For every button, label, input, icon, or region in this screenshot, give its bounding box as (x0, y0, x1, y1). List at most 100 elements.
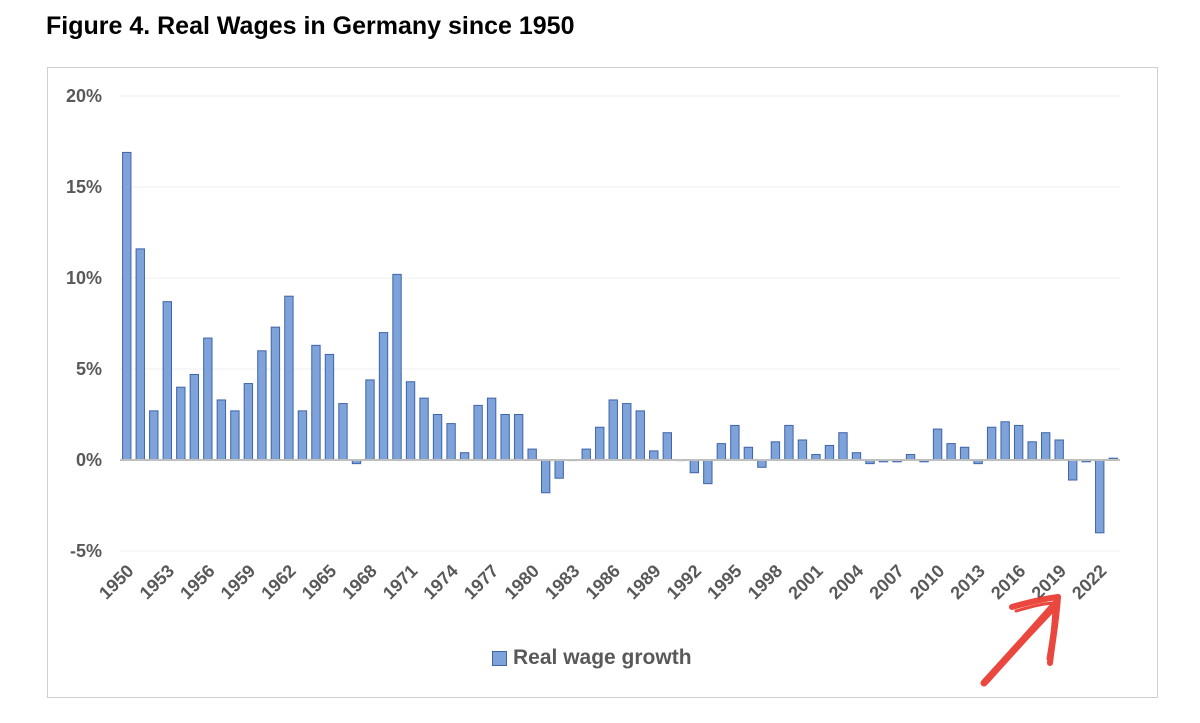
bar-2019 (1054, 439, 1064, 461)
bar-2018 (1040, 432, 1051, 461)
legend-label: Real wage growth (513, 646, 692, 669)
bar-1999 (784, 424, 794, 461)
bar-1966 (338, 403, 348, 461)
bar-1951 (135, 248, 145, 461)
x-tick-label: 1974 (419, 561, 461, 603)
bar-1988 (635, 410, 645, 461)
x-tick-label: 1983 (541, 561, 583, 603)
x-tick-label: 1968 (338, 561, 380, 603)
bar-1976 (473, 404, 483, 461)
bar-2003 (838, 432, 848, 461)
bar-1996 (743, 446, 754, 461)
bar-1992 (689, 459, 700, 474)
y-tick-label: 0% (76, 450, 102, 470)
chart-frame (47, 67, 1158, 698)
bar-1998 (770, 441, 781, 461)
bar-2000 (797, 439, 808, 461)
bar-1974 (446, 423, 456, 461)
x-tick-label: 1956 (176, 561, 218, 603)
bar-2011 (946, 443, 956, 461)
bar-1958 (230, 410, 240, 461)
y-tick-label: 20% (66, 86, 102, 106)
y-tick-label: -5% (70, 541, 102, 561)
bar-2022 (1095, 459, 1105, 534)
bar-1997 (757, 459, 767, 468)
bar-1975 (459, 452, 470, 461)
bar-2015 (1000, 421, 1010, 461)
bar-1968 (365, 379, 375, 461)
x-tick-label: 1989 (622, 561, 664, 603)
x-tick-label: 1953 (136, 561, 178, 603)
bar-1989 (649, 450, 659, 461)
bars (122, 151, 1118, 534)
bar-1973 (432, 414, 443, 461)
bar-2020 (1068, 459, 1078, 481)
y-tick-label: 10% (66, 268, 102, 288)
bar-2017 (1027, 441, 1037, 461)
bar-1964 (311, 344, 321, 461)
legend: Real wage growth (492, 646, 692, 670)
gridlines (120, 95, 1120, 552)
x-tick-label: 1965 (298, 561, 340, 603)
bar-1990 (662, 432, 672, 461)
bar-1970 (392, 273, 402, 461)
bar-2004 (851, 452, 862, 461)
x-tick-label: 1950 (95, 561, 137, 603)
bar-2014 (986, 426, 997, 461)
bar-1955 (189, 373, 200, 461)
bar-1984 (581, 448, 591, 461)
bar-1956 (203, 337, 213, 461)
bar-1969 (378, 332, 389, 461)
x-tick-label: 2010 (906, 561, 948, 603)
red-arrow-icon (980, 594, 1061, 687)
x-tick-label: 1986 (582, 561, 624, 603)
x-tick-label: 1992 (663, 561, 705, 603)
x-tick-label: 1980 (501, 561, 543, 603)
bar-2016 (1013, 424, 1024, 461)
bar-1961 (270, 326, 281, 461)
bar-1950 (122, 151, 132, 461)
bar-1962 (284, 295, 294, 461)
legend-swatch (492, 650, 507, 666)
bar-1995 (730, 424, 740, 461)
bar-1980 (527, 448, 537, 461)
x-tick-label: 1971 (379, 561, 421, 603)
bar-1978 (500, 414, 510, 461)
bar-1982 (554, 459, 564, 479)
y-tick-labels: 20% 15% 10% 5% 0% -5% (66, 86, 102, 561)
x-tick-label: 1977 (460, 561, 502, 603)
bar-1972 (419, 397, 429, 461)
bar-1960 (257, 350, 267, 461)
x-tick-label: 1995 (703, 561, 745, 603)
bar-1994 (716, 443, 727, 461)
y-tick-label: 15% (66, 177, 102, 197)
bar-1965 (324, 353, 335, 461)
x-tick-label: 2007 (865, 561, 907, 603)
bar-1977 (486, 397, 497, 461)
bar-1986 (608, 399, 618, 461)
bar-1957 (216, 399, 227, 461)
bar-1954 (176, 386, 186, 461)
bar-1959 (243, 383, 254, 461)
bar-2012 (959, 446, 970, 461)
x-tick-labels: 1950195319561959196219651968197119741977… (95, 561, 1110, 603)
bar-2010 (932, 428, 943, 461)
x-tick-label: 1959 (217, 561, 259, 603)
bar-1987 (622, 403, 632, 461)
bar-1985 (595, 426, 605, 461)
y-tick-label: 5% (76, 359, 102, 379)
bar-2002 (824, 444, 835, 461)
x-tick-label: 2004 (825, 561, 867, 603)
figure-title: Figure 4. Real Wages in Germany since 19… (46, 12, 575, 40)
bar-1979 (513, 414, 524, 461)
bar-1963 (297, 410, 308, 461)
x-tick-label: 1962 (257, 561, 299, 603)
x-tick-label: 1998 (744, 561, 786, 603)
bar-1993 (703, 459, 713, 485)
bar-1953 (162, 301, 172, 461)
bar-1981 (540, 459, 551, 494)
bar-1971 (405, 381, 416, 461)
bar-1952 (149, 410, 159, 461)
x-tick-label: 2001 (784, 561, 826, 603)
